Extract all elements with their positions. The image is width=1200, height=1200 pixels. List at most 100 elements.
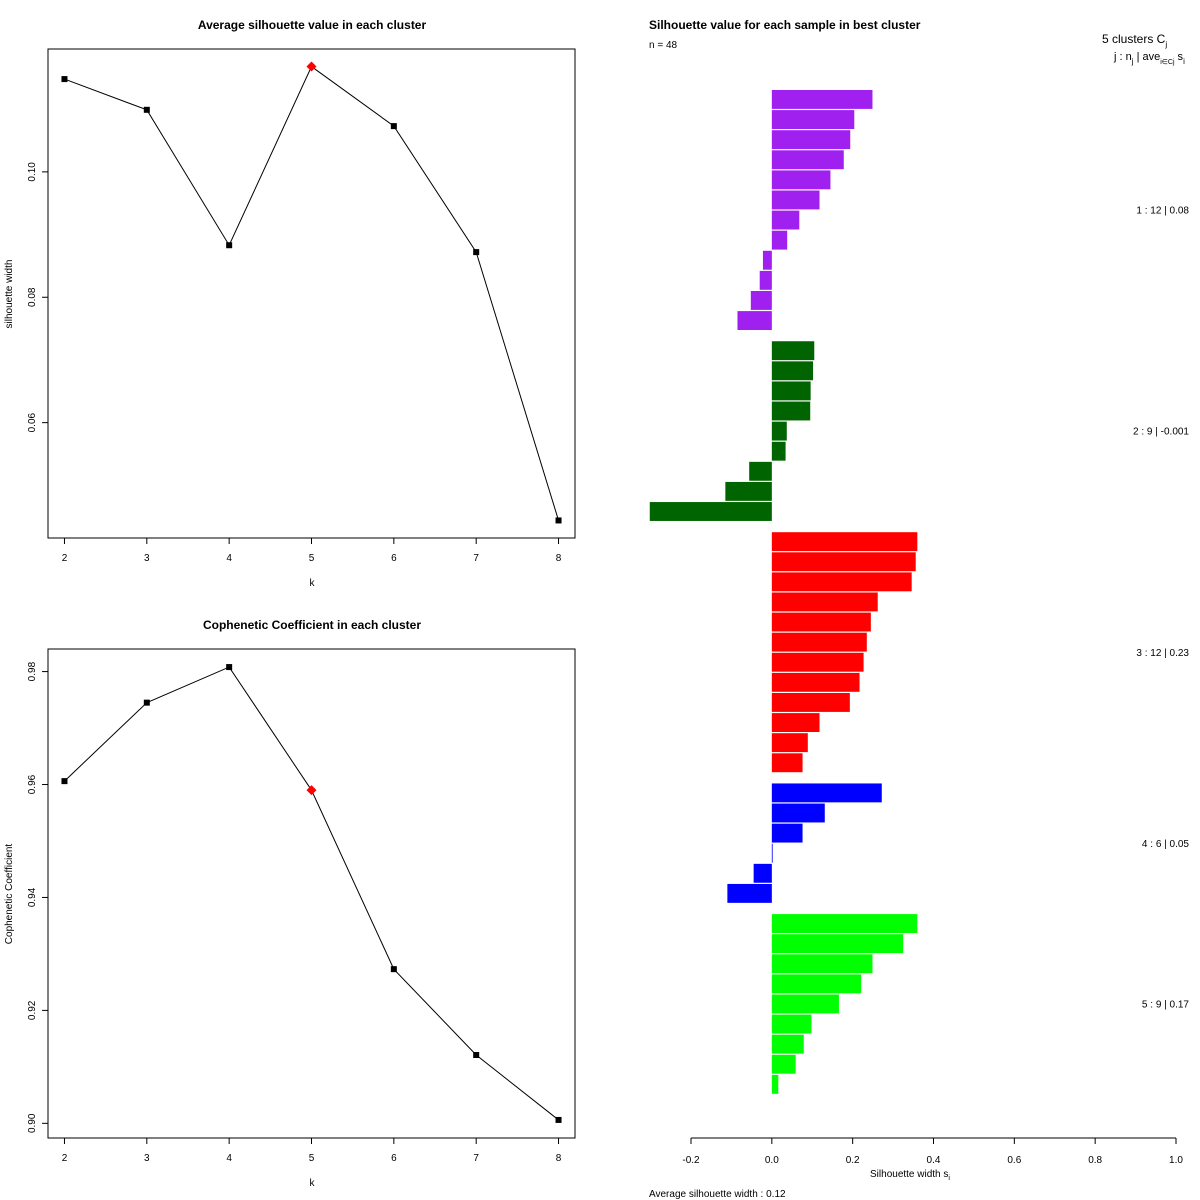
silhouette-bar (771, 110, 855, 129)
cluster-summary-label: 1 : 12 | 0.08 (1136, 206, 1189, 217)
silhouette-line-plot (61, 61, 562, 524)
cophenetic-ylabel: Cophenetic Coefficient (4, 844, 15, 945)
silhouette-bar (771, 532, 918, 552)
silhouette-bar (737, 311, 772, 330)
silhouette-bar (771, 994, 839, 1014)
silhouette-bar (771, 1054, 796, 1074)
silhouette-line-title: Average silhouette value in each cluster (198, 18, 427, 32)
cluster-summary-labels: 1 : 12 | 0.08 2 : 9 | -0.001 3 : 12 | 0.23… (1133, 206, 1189, 1011)
silhouette-bar (749, 461, 772, 481)
silhouette-bar (649, 502, 772, 521)
p2-best-k-point (306, 785, 317, 796)
silhouette-bar (771, 1014, 812, 1034)
p1-data-point (473, 249, 480, 256)
silhouette-x-tick-label: 0.8 (1088, 1155, 1102, 1166)
silhouette-bar-xlabel: Silhouette width si (870, 1169, 950, 1182)
cluster-summary-label: 2 : 9 | -0.001 (1133, 427, 1189, 438)
p1-x-tick-label: 5 (309, 553, 315, 564)
silhouette-bar (753, 863, 772, 883)
silhouette-bar (771, 713, 820, 732)
silhouette-bar (771, 130, 851, 150)
p2-x-tick-label: 6 (391, 1153, 397, 1164)
silhouette-bar (771, 783, 882, 803)
silhouette-bar-title: Silhouette value for each sample in best… (649, 18, 921, 32)
silhouette-bar (771, 361, 814, 381)
silhouette-bar (771, 652, 864, 672)
p1-data-point (226, 242, 233, 249)
silhouette-x-tick-label: 0.6 (1007, 1155, 1021, 1166)
average-silhouette-footer: Average silhouette width : 0.12 (649, 1189, 786, 1200)
p1-x-tick-label: 2 (62, 553, 68, 564)
silhouette-bar (771, 914, 918, 933)
cluster-summary-label: 4 : 6 | 0.05 (1142, 839, 1190, 850)
silhouette-bar (771, 934, 904, 954)
silhouette-bar (771, 954, 873, 974)
silhouette-bars (649, 90, 918, 1094)
silhouette-bar (750, 291, 772, 310)
silhouette-bar (727, 883, 772, 903)
silhouette-x-tick-label: 0.4 (927, 1155, 941, 1166)
p2-x-tick-label: 3 (144, 1153, 150, 1164)
silhouette-bar (771, 672, 860, 692)
silhouette-bar (771, 733, 808, 753)
silhouette-bar (771, 441, 786, 461)
silhouette-bar (771, 803, 825, 823)
silhouette-bar (771, 1034, 804, 1054)
p1-y-tick-label: 0.10 (27, 162, 38, 182)
p2-y-tick-label: 0.98 (27, 661, 38, 681)
silhouette-bar (759, 270, 772, 290)
silhouette-bar (771, 693, 850, 712)
cophenetic-title: Cophenetic Coefficient in each cluster (203, 618, 421, 632)
silhouette-bar (771, 170, 831, 190)
p1-series-line (64, 65, 560, 521)
silhouette-bar (771, 552, 916, 572)
silhouette-bar (771, 572, 912, 592)
cluster-count-header: 5 clusters Cj (1102, 32, 1167, 49)
sample-count-label: n = 48 (649, 40, 678, 51)
cophenetic-frame (47, 648, 576, 1139)
silhouette-line-x-axis: 2 3 4 5 6 7 8 (62, 538, 562, 564)
cophenetic-plot (61, 664, 562, 1123)
p1-best-k-point (306, 61, 317, 72)
p2-data-point (143, 699, 150, 706)
p1-x-tick-label: 7 (473, 553, 479, 564)
silhouette-line-ylabel: silhouette width (4, 260, 15, 329)
silhouette-x-tick-label: -0.2 (682, 1155, 700, 1166)
silhouette-bar (771, 974, 862, 994)
silhouette-bar (771, 843, 773, 863)
silhouette-bar-x-axis: -0.2 0.0 0.2 0.4 0.6 0.8 1.0 (682, 1137, 1183, 1166)
silhouette-line-y-axis: 0.06 0.08 0.10 (27, 162, 48, 432)
silhouette-bar (771, 421, 787, 441)
p1-x-tick-label: 3 (144, 553, 150, 564)
silhouette-bar (771, 230, 788, 250)
silhouette-x-tick-label: 0.0 (765, 1155, 779, 1166)
silhouette-bar (762, 250, 772, 270)
cophenetic-y-axis: 0.90 0.92 0.94 0.96 0.98 (27, 661, 48, 1133)
silhouette-bar (771, 341, 815, 361)
p2-data-point (61, 778, 68, 785)
silhouette-bar (771, 823, 803, 843)
p1-y-tick-label: 0.08 (27, 287, 38, 307)
silhouette-bar (771, 612, 871, 632)
p1-data-point (555, 517, 562, 524)
p2-y-tick-label: 0.92 (27, 1000, 38, 1020)
p1-x-tick-label: 4 (226, 553, 232, 564)
p1-data-point (390, 123, 397, 130)
p2-data-point (555, 1116, 562, 1123)
p2-data-point (473, 1051, 480, 1058)
p2-y-tick-label: 0.96 (27, 774, 38, 794)
silhouette-bar-panel: Silhouette value for each sample in best… (649, 18, 1189, 1200)
p2-x-tick-label: 5 (309, 1153, 315, 1164)
cluster-summary-label: 3 : 12 | 0.23 (1136, 648, 1189, 659)
p1-x-tick-label: 8 (556, 553, 562, 564)
silhouette-bar (771, 592, 878, 612)
silhouette-bar (771, 753, 803, 773)
p2-x-tick-label: 8 (556, 1153, 562, 1164)
silhouette-bar (771, 632, 867, 652)
silhouette-line-frame (47, 48, 576, 539)
silhouette-bar (771, 210, 800, 230)
p2-data-point (390, 966, 397, 973)
silhouette-bar (771, 381, 811, 401)
p1-y-tick-label: 0.06 (27, 412, 38, 432)
silhouette-bar (771, 90, 873, 109)
